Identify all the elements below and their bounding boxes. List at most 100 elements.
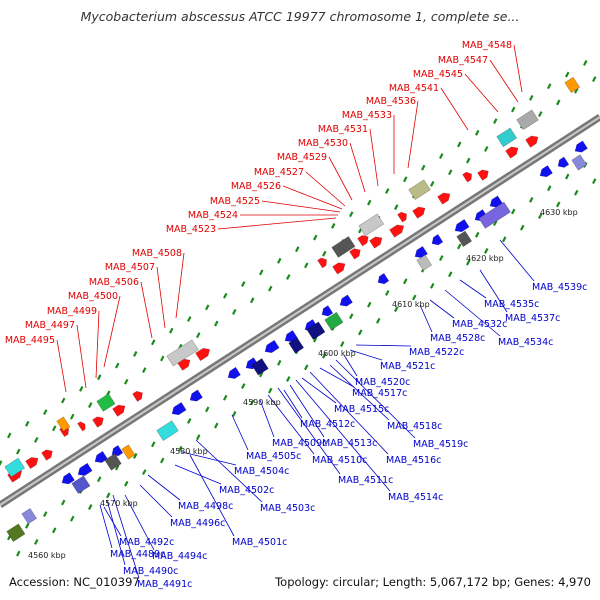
reverse-gene-label[interactable]: MAB_4489c xyxy=(110,549,165,560)
pseudo-gene-box xyxy=(6,523,26,542)
forward-gene-arrow xyxy=(389,224,405,238)
forward-leader-line xyxy=(156,266,166,329)
reverse-gene-arrow xyxy=(227,366,241,379)
pseudo-gene-box xyxy=(456,230,473,247)
forward-leader-line xyxy=(282,185,343,210)
reverse-gene-label[interactable]: MAB_4535c xyxy=(484,299,539,310)
reverse-gene-label[interactable]: MAB_4505c xyxy=(246,451,301,462)
forward-gene-arrow xyxy=(77,421,86,432)
reverse-gene-label[interactable]: MAB_4519c xyxy=(413,439,468,450)
reverse-gene-label[interactable]: MAB_4509c xyxy=(272,438,327,449)
forward-gene-label[interactable]: MAB_4495 xyxy=(5,335,55,346)
forward-gene-label[interactable]: MAB_4523 xyxy=(166,224,216,235)
reverse-gene-label[interactable]: MAB_4517c xyxy=(352,388,407,399)
forward-gene-label[interactable]: MAB_4529 xyxy=(277,152,327,163)
reverse-gene-label[interactable]: MAB_4512c xyxy=(300,419,355,430)
guide-dot xyxy=(34,539,39,545)
forward-gene-label[interactable]: MAB_4548 xyxy=(462,40,512,51)
reverse-gene-label[interactable]: MAB_4504c xyxy=(234,466,289,477)
reverse-gene-label[interactable]: MAB_4518c xyxy=(387,421,442,432)
forward-gene-label[interactable]: MAB_4525 xyxy=(210,196,260,207)
forward-gene-label[interactable]: MAB_4526 xyxy=(231,181,281,192)
reverse-gene-label[interactable]: MAB_4521c xyxy=(380,361,435,372)
reverse-gene-label[interactable]: MAB_4537c xyxy=(505,313,560,324)
forward-gene-label[interactable]: MAB_4527 xyxy=(254,167,304,178)
reverse-gene-label[interactable]: MAB_4515c xyxy=(334,404,389,415)
reverse-leader-line xyxy=(349,349,383,361)
forward-gene-label[interactable]: MAB_4507 xyxy=(105,262,155,273)
reverse-gene-label[interactable]: MAB_4520c xyxy=(355,377,410,388)
guide-dot xyxy=(466,259,471,266)
forward-gene-label[interactable]: MAB_4547 xyxy=(438,55,488,66)
guide-dot xyxy=(340,341,345,347)
reverse-gene-label[interactable]: MAB_4539c xyxy=(532,282,587,293)
reverse-gene-label[interactable]: MAB_4514c xyxy=(388,492,443,503)
forward-gene-label[interactable]: MAB_4499 xyxy=(47,306,97,317)
reverse-leader-line xyxy=(479,269,508,313)
guide-dot xyxy=(124,378,129,385)
forward-leader-line xyxy=(464,73,499,113)
reverse-gene-arrow xyxy=(61,472,75,485)
guide-dot xyxy=(187,418,192,424)
reverse-gene-label[interactable]: MAB_4492c xyxy=(119,537,174,548)
guide-dot xyxy=(259,269,264,276)
reverse-gene-label[interactable]: MAB_4510c xyxy=(312,455,367,466)
reverse-gene-label[interactable]: MAB_4503c xyxy=(260,503,315,514)
guide-dot xyxy=(421,164,426,171)
pseudo-gene-box xyxy=(416,254,433,271)
guide-dot xyxy=(34,437,39,443)
reverse-gene-arrow xyxy=(454,218,470,233)
reverse-gene-label[interactable]: MAB_4498c xyxy=(178,501,233,512)
reverse-gene-label[interactable]: MAB_4491c xyxy=(137,579,192,590)
forward-gene-arrow xyxy=(332,262,346,275)
forward-gene-label[interactable]: MAB_4545 xyxy=(413,69,463,80)
reverse-gene-label[interactable]: MAB_4522c xyxy=(409,347,464,358)
guide-dot xyxy=(79,385,84,392)
guide-dot xyxy=(457,141,462,148)
reverse-gene-label[interactable]: MAB_4516c xyxy=(386,455,441,466)
guide-dot xyxy=(583,60,588,66)
forward-gene-label[interactable]: MAB_4536 xyxy=(366,96,416,107)
forward-gene-label[interactable]: MAB_4508 xyxy=(132,248,182,259)
reverse-gene-arrow xyxy=(574,140,588,153)
reverse-gene-label[interactable]: MAB_4513c xyxy=(322,438,377,449)
reverse-gene-label[interactable]: MAB_4532c xyxy=(452,319,507,330)
forward-gene-label[interactable]: MAB_4497 xyxy=(25,320,75,331)
guide-dot xyxy=(493,118,498,125)
reverse-leader-line xyxy=(195,439,263,503)
forward-gene-label[interactable]: MAB_4506 xyxy=(89,277,139,288)
reverse-gene-label[interactable]: MAB_4534c xyxy=(498,337,553,348)
guide-dot xyxy=(349,211,354,218)
guide-dot xyxy=(439,255,444,261)
pseudo-gene-box xyxy=(478,201,511,229)
reverse-gene-label[interactable]: MAB_4496c xyxy=(170,518,225,529)
guide-dot xyxy=(529,94,534,101)
forward-gene-label[interactable]: MAB_4524 xyxy=(188,210,238,221)
forward-gene-arrow xyxy=(437,192,451,205)
reverse-leader-line xyxy=(112,494,140,579)
guide-dot xyxy=(286,376,291,382)
reverse-gene-arrow xyxy=(264,339,280,354)
reverse-gene-label[interactable]: MAB_4511c xyxy=(338,475,393,486)
guide-dot xyxy=(538,213,543,219)
forward-gene-label[interactable]: MAB_4500 xyxy=(68,291,118,302)
reverse-gene-label[interactable]: MAB_4528c xyxy=(430,333,485,344)
guide-dot xyxy=(538,111,543,117)
guide-dot xyxy=(70,515,75,522)
reverse-gene-label[interactable]: MAB_4490c xyxy=(123,566,178,577)
forward-gene-label[interactable]: MAB_4530 xyxy=(298,138,348,149)
forward-gene-label[interactable]: MAB_4533 xyxy=(342,110,392,121)
guide-dot xyxy=(106,492,111,499)
guide-dot xyxy=(142,469,147,476)
guide-dot xyxy=(385,188,390,194)
reverse-gene-label[interactable]: MAB_4494c xyxy=(152,551,207,562)
guide-dot xyxy=(313,336,318,343)
reverse-leader-line xyxy=(103,506,122,537)
guide-dot xyxy=(592,76,597,83)
reverse-gene-label[interactable]: MAB_4501c xyxy=(232,537,287,548)
map-title: Mycobacterium abscessus ATCC 19977 chrom… xyxy=(80,9,520,24)
pseudo-gene-box xyxy=(288,337,305,354)
forward-gene-label[interactable]: MAB_4531 xyxy=(318,124,368,135)
reverse-gene-label[interactable]: MAB_4502c xyxy=(219,485,274,496)
forward-gene-label[interactable]: MAB_4541 xyxy=(389,83,439,94)
